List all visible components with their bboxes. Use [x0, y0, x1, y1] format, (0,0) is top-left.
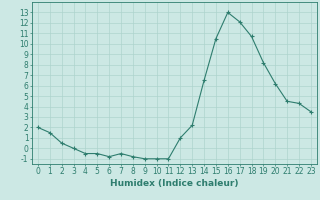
X-axis label: Humidex (Indice chaleur): Humidex (Indice chaleur) [110, 179, 239, 188]
